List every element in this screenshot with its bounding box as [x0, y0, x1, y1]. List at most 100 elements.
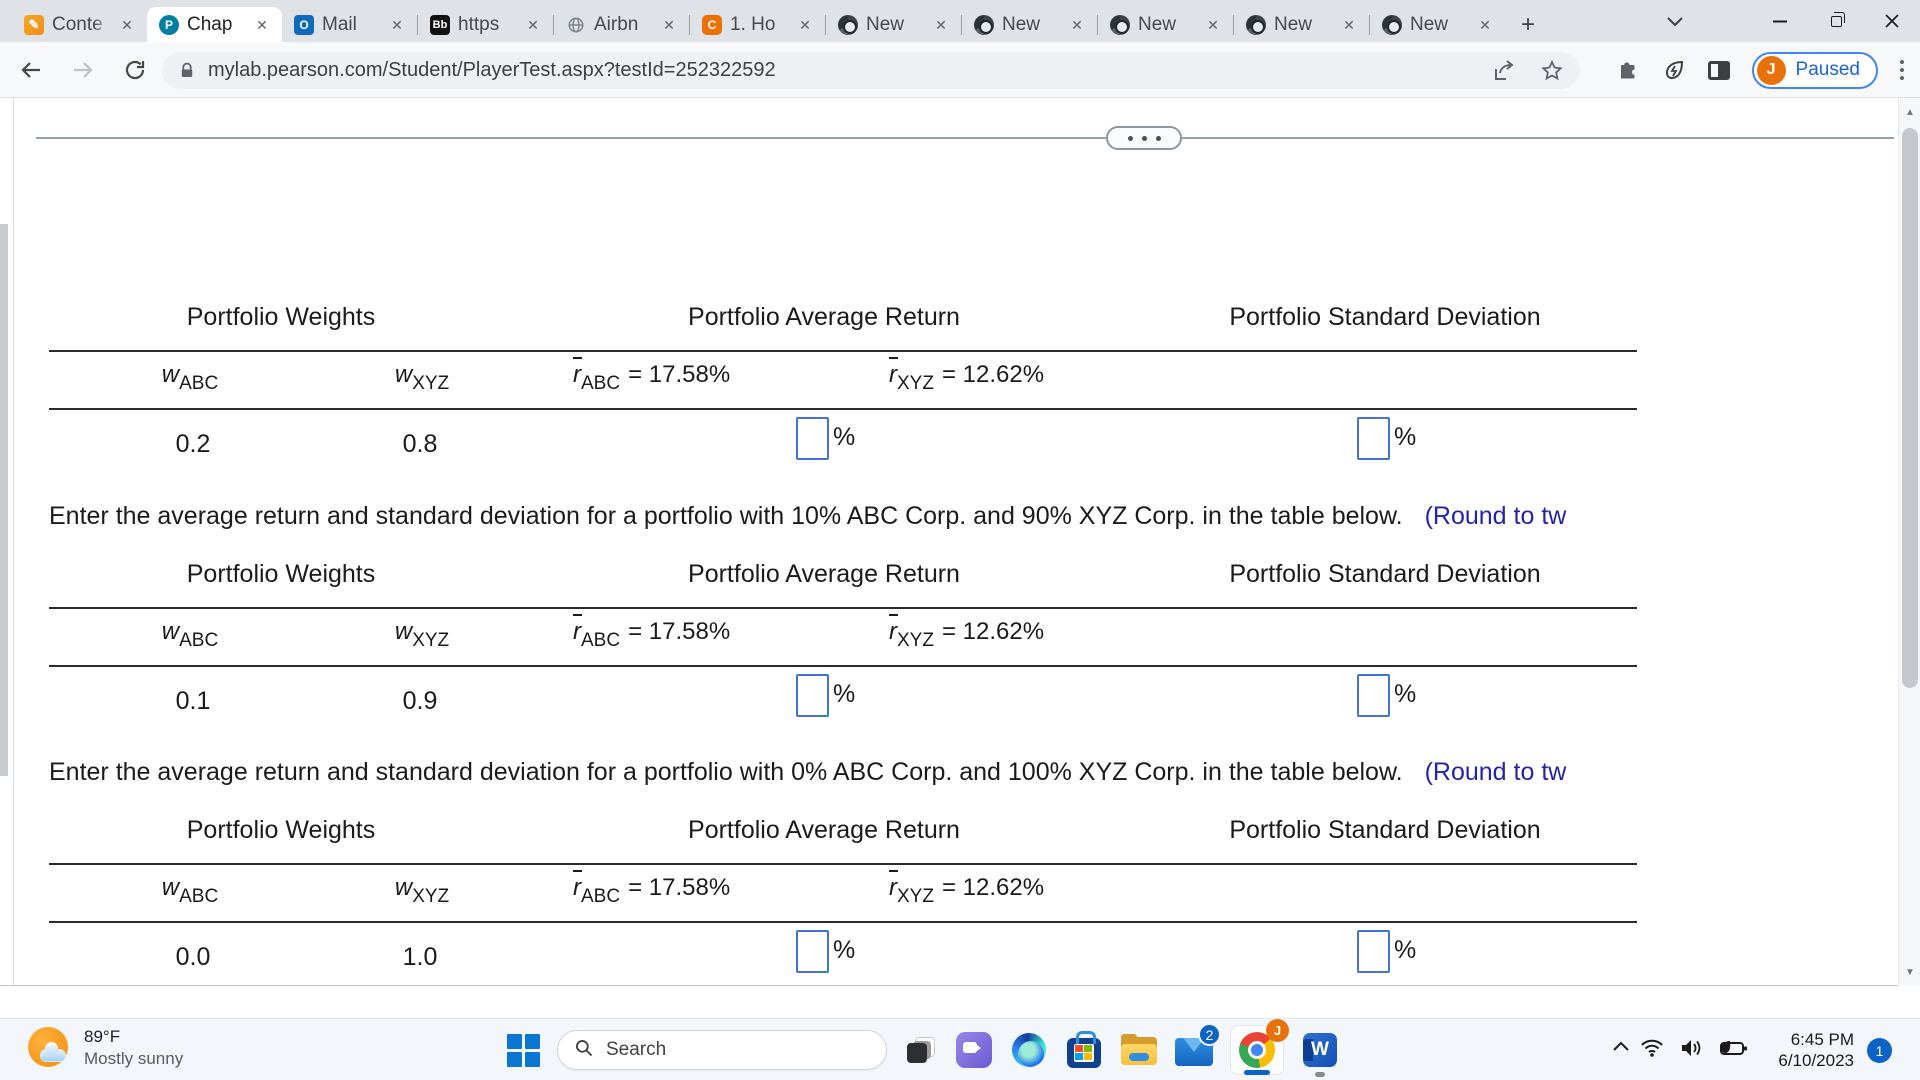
split-screen-icon[interactable]	[1707, 60, 1730, 80]
close-tab-icon[interactable]: ✕	[527, 16, 539, 33]
scroll-down-icon[interactable]: ▼	[1905, 966, 1915, 978]
chegg-icon: C	[702, 14, 722, 35]
table-rule	[49, 350, 1637, 352]
lock-icon[interactable]	[178, 61, 196, 81]
tab-label: New	[1410, 13, 1449, 35]
col-header-weights: Portfolio Weights	[186, 303, 376, 331]
chrome-gray-icon	[1382, 14, 1402, 35]
close-tab-icon[interactable]: ✕	[1071, 16, 1083, 33]
scrollbar-thumb[interactable]	[1902, 128, 1918, 688]
std-dev-input[interactable]	[1357, 417, 1390, 460]
close-tab-icon[interactable]: ✕	[1207, 16, 1219, 33]
close-tab-icon[interactable]: ✕	[1343, 16, 1355, 33]
hidden-icons-chevron[interactable]	[1612, 1039, 1630, 1057]
tab-label: New	[1274, 13, 1313, 35]
mail-badge: 2	[1198, 1023, 1221, 1046]
microsoft-store-icon[interactable]	[1065, 1030, 1103, 1069]
mail-app-icon[interactable]: 2	[1175, 1023, 1221, 1069]
extensions-puzzle-icon[interactable]	[1616, 58, 1640, 82]
chat-app-icon[interactable]	[955, 1031, 993, 1069]
close-tab-icon[interactable]: ✕	[391, 16, 403, 33]
url-text[interactable]: mylab.pearson.com/Student/PlayerTest.asp…	[208, 59, 776, 81]
tab-chegg[interactable]: C 1. Ho ✕	[690, 7, 825, 42]
tab-blackboard[interactable]: Bb https ✕	[418, 7, 553, 42]
tab-airbnb[interactable]: Airbn ✕	[554, 7, 689, 42]
weather-widget[interactable]: 89°F Mostly sunny	[26, 1025, 183, 1071]
share-icon[interactable]	[1492, 59, 1516, 83]
close-tab-icon[interactable]: ✕	[121, 16, 133, 33]
col-header-std-dev: Portfolio Standard Deviation	[1229, 303, 1541, 331]
volume-icon[interactable]	[1679, 1038, 1703, 1063]
search-box[interactable]: Search	[557, 1030, 887, 1070]
tab-label: Conte	[52, 13, 103, 35]
profile-sync-paused-button[interactable]: J Paused	[1751, 51, 1878, 89]
edge-app-icon[interactable]	[1010, 1031, 1048, 1069]
tab-pearson-active[interactable]: P Chap ✕	[147, 7, 282, 42]
table-rule	[49, 665, 1637, 667]
avg-return-input[interactable]	[796, 674, 829, 717]
new-tab-button[interactable]: +	[1520, 11, 1535, 38]
leaf-extension-icon[interactable]	[1662, 58, 1686, 82]
address-bar[interactable]: mylab.pearson.com/Student/PlayerTest.asp…	[162, 52, 1580, 89]
tab-new-2[interactable]: New ✕	[962, 7, 1097, 42]
avg-return-answer: %	[796, 930, 855, 973]
tab-new-4[interactable]: New ✕	[1234, 7, 1369, 42]
minimize-button[interactable]	[1752, 0, 1808, 42]
forward-icon[interactable]	[66, 53, 100, 87]
chrome-gray-icon	[838, 14, 858, 35]
tab-mail[interactable]: O Mail ✕	[282, 7, 417, 42]
tab-content-editor[interactable]: ✎ Conte ✕	[12, 7, 147, 42]
tab-label: https	[458, 13, 500, 35]
std-dev-answer: %	[1357, 674, 1416, 717]
battery-saver-icon[interactable]	[1718, 1038, 1748, 1063]
portfolio-table-1: Portfolio Weights Portfolio Average Retu…	[49, 303, 1637, 473]
close-window-button[interactable]	[1864, 0, 1920, 42]
divider-drag-handle[interactable]	[1106, 126, 1182, 150]
chrome-gray-icon	[974, 14, 994, 35]
chrome-gray-icon	[1246, 14, 1266, 35]
std-dev-input[interactable]	[1357, 930, 1390, 973]
wifi-icon[interactable]	[1640, 1038, 1664, 1063]
file-explorer-icon[interactable]	[1120, 1031, 1158, 1069]
avg-return-input[interactable]	[796, 930, 829, 973]
left-scrollbar-thumb[interactable]	[0, 224, 8, 776]
restore-button[interactable]	[1808, 0, 1864, 42]
close-tab-icon[interactable]: ✕	[256, 16, 268, 33]
start-button[interactable]	[506, 1033, 540, 1067]
portfolio-table-3: Portfolio Weights Portfolio Average Retu…	[49, 816, 1637, 986]
instruction-row-1: Enter the average return and standard de…	[49, 502, 1567, 530]
close-tab-icon[interactable]: ✕	[1479, 16, 1491, 33]
menu-kebab-icon[interactable]	[1900, 60, 1904, 80]
notification-badge[interactable]: 1	[1867, 1038, 1892, 1063]
std-dev-input[interactable]	[1357, 674, 1390, 717]
avatar: J	[1756, 55, 1786, 85]
close-tab-icon[interactable]: ✕	[663, 16, 675, 33]
tab-new-5[interactable]: New ✕	[1370, 7, 1505, 42]
task-view-button[interactable]	[904, 1033, 938, 1067]
tab-search-chevron-icon[interactable]	[1660, 8, 1690, 36]
clock[interactable]: 6:45 PM 6/10/2023	[1778, 1029, 1854, 1071]
tab-separator	[1369, 15, 1370, 35]
col-header-weights: Portfolio Weights	[186, 816, 376, 844]
word-app-icon[interactable]: W	[1301, 1031, 1339, 1077]
chrome-app-icon-active[interactable]: J	[1230, 1019, 1289, 1075]
bookmark-star-icon[interactable]	[1540, 59, 1564, 83]
table-rule	[49, 408, 1637, 410]
scroll-up-icon[interactable]: ▲	[1905, 106, 1915, 118]
back-icon[interactable]	[14, 53, 48, 87]
tab-new-1[interactable]: New ✕	[826, 7, 961, 42]
tab-new-3[interactable]: New ✕	[1098, 7, 1233, 42]
avg-return-input[interactable]	[796, 417, 829, 460]
vertical-scrollbar[interactable]: ▲ ▼	[1898, 98, 1920, 986]
tab-separator	[825, 15, 826, 35]
blackboard-icon: Bb	[430, 14, 450, 35]
close-tab-icon[interactable]: ✕	[799, 16, 811, 33]
weight-abc-value: 0.1	[175, 687, 211, 715]
search-icon	[574, 1038, 594, 1063]
w-abc-symbol: wABC	[161, 874, 219, 907]
outlook-icon: O	[294, 14, 314, 35]
tab-separator	[961, 15, 962, 35]
close-tab-icon[interactable]: ✕	[935, 16, 947, 33]
r-abc-value: rABC = 17.58%	[573, 357, 731, 394]
reload-icon[interactable]	[118, 53, 152, 87]
